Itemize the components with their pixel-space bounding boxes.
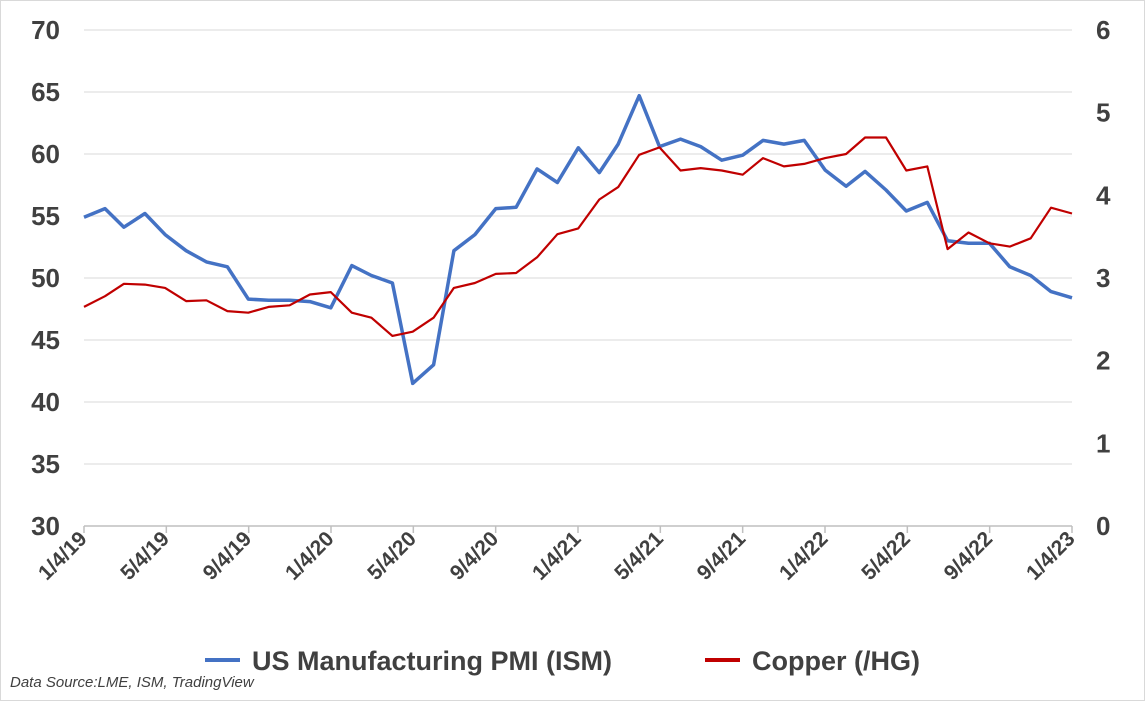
x-tick-label: 9/4/19 <box>199 527 257 585</box>
right-tick-label: 6 <box>1096 15 1110 45</box>
left-y-axis: 30 35 40 45 50 55 60 65 70 <box>31 15 60 541</box>
legend-label-copper: Copper (/HG) <box>752 646 920 676</box>
x-axis: 1/4/19 5/4/19 9/4/19 1/4/20 5/4/20 9/4/20 1/4/… <box>34 525 1080 585</box>
copper-series-line <box>83 136 1073 337</box>
left-tick-label: 50 <box>31 263 60 293</box>
x-tick-label: 5/4/19 <box>116 527 174 585</box>
right-tick-label: 0 <box>1096 511 1110 541</box>
left-tick-label: 45 <box>31 325 60 355</box>
series-layer <box>83 93 1073 386</box>
left-tick-label: 35 <box>31 449 60 479</box>
x-tick-label: 5/4/22 <box>857 527 915 585</box>
left-tick-label: 40 <box>31 387 60 417</box>
left-tick-label: 30 <box>31 511 60 541</box>
x-tick-label: 5/4/20 <box>363 527 421 585</box>
x-tick-label: 1/4/23 <box>1022 527 1080 585</box>
left-tick-label: 65 <box>31 77 60 107</box>
x-tick-label: 1/4/21 <box>528 527 586 585</box>
legend-label-pmi: US Manufacturing PMI (ISM) <box>252 646 612 676</box>
right-tick-label: 2 <box>1096 346 1110 376</box>
right-tick-label: 4 <box>1096 180 1111 210</box>
x-tick-label: 1/4/22 <box>775 527 833 585</box>
left-tick-label: 70 <box>31 15 60 45</box>
gridlines <box>84 29 1072 465</box>
right-tick-label: 5 <box>1096 98 1110 128</box>
source-note: Data Source:LME, ISM, TradingView <box>10 674 254 691</box>
right-tick-label: 3 <box>1096 263 1110 293</box>
left-tick-label: 55 <box>31 201 60 231</box>
x-tick-label: 1/4/20 <box>281 527 339 585</box>
x-tick-label: 9/4/22 <box>940 527 998 585</box>
x-tick-label: 9/4/20 <box>446 527 504 585</box>
left-tick-label: 60 <box>31 139 60 169</box>
right-y-axis: 0 1 2 3 4 5 6 <box>1096 15 1111 541</box>
right-tick-label: 1 <box>1096 428 1110 458</box>
x-tick-label: 9/4/21 <box>693 527 751 585</box>
x-tick-label: 5/4/21 <box>610 527 668 585</box>
legend: US Manufacturing PMI (ISM) Copper (/HG) <box>205 646 920 676</box>
